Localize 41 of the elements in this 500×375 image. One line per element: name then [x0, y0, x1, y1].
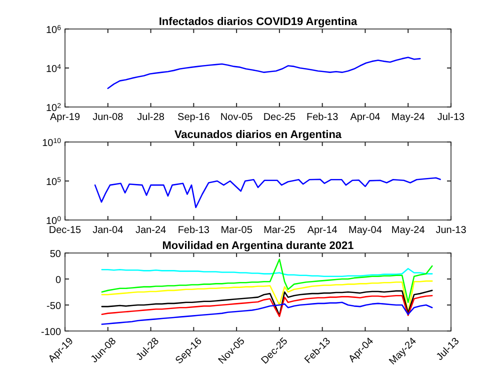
- line-series: [101, 258, 433, 304]
- x-tick-label: Jul-28: [137, 112, 165, 123]
- x-tick-label: Mar-25: [264, 225, 296, 236]
- y-tick-label: 10$^{2}$: [46, 102, 62, 114]
- x-tick-label: Jul-13: [437, 112, 466, 123]
- y-tick-label: 10$^{0}$: [46, 216, 62, 227]
- chart-title: Vacunados diarios en Argentina: [174, 129, 342, 141]
- y-tick-label: -50: [46, 301, 62, 312]
- x-tick-label: Jan-04: [92, 225, 124, 236]
- chart-title: Infectados diarios COVID19 Argentina: [158, 16, 358, 28]
- chart-title: Movilidad en Argentina durante 2021: [162, 240, 354, 252]
- x-tick-label: Nov-05: [220, 112, 254, 123]
- y-tick-label: 10$^{4}$: [46, 64, 62, 75]
- x-tick-label: Apr-19: [50, 112, 80, 123]
- x-tick-label: May-24: [391, 225, 426, 236]
- line-series: [101, 290, 433, 316]
- x-tick-label: Mar-05: [220, 225, 253, 236]
- line-series: [107, 56, 421, 90]
- line-series: [101, 280, 433, 314]
- y-tick-label: 0: [55, 275, 62, 286]
- x-tick-label: Feb-13: [306, 112, 339, 123]
- y-tick-label: 10$^{10}$: [42, 138, 62, 149]
- line-series: [101, 268, 433, 278]
- line-series: [94, 177, 441, 208]
- line-series: [101, 302, 433, 325]
- x-tick-label: Feb-13: [178, 225, 210, 236]
- x-tick-label: Jun-13: [436, 225, 467, 236]
- y-tick-label: 10$^{5}$: [46, 176, 62, 188]
- x-tick-label: May-24: [391, 112, 426, 123]
- x-tick-label: Apr-14: [307, 225, 338, 236]
- x-tick-label: May-04: [348, 225, 382, 236]
- line-series: [101, 294, 433, 318]
- x-tick-label: Jun-08: [92, 112, 124, 123]
- x-tick-label: Dec-25: [263, 112, 296, 123]
- x-tick-label: Jan-24: [135, 225, 167, 236]
- y-tick-label: 10$^{6}$: [46, 24, 62, 36]
- y-tick-label: -100: [40, 327, 62, 338]
- x-tick-label: Sep-16: [178, 112, 210, 123]
- y-tick-label: 50: [50, 249, 62, 260]
- x-tick-label: Dec-15: [48, 225, 82, 236]
- x-tick-label: Apr-04: [350, 112, 381, 123]
